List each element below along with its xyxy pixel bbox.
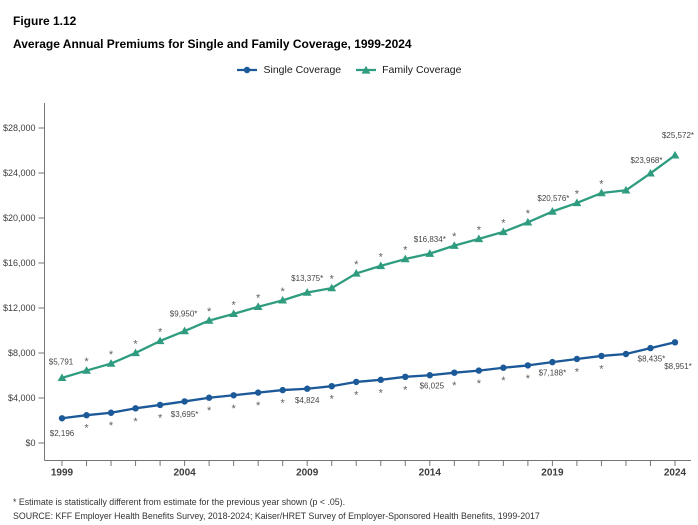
svg-text:*: *: [158, 412, 163, 424]
svg-text:*: *: [354, 389, 359, 401]
svg-text:2004: 2004: [173, 468, 196, 479]
svg-text:$5,791: $5,791: [49, 357, 74, 366]
svg-text:$8,000: $8,000: [8, 348, 36, 358]
svg-text:$24,000: $24,000: [3, 168, 36, 178]
svg-text:$28,000: $28,000: [3, 123, 36, 133]
svg-text:2014: 2014: [419, 468, 442, 479]
svg-text:$13,375*: $13,375*: [291, 274, 323, 283]
svg-text:*: *: [84, 423, 89, 435]
svg-text:*: *: [133, 338, 138, 350]
svg-text:*: *: [109, 420, 114, 432]
svg-text:$23,968*: $23,968*: [630, 156, 662, 165]
legend-label-single-coverage: Single Coverage: [263, 64, 342, 76]
axes: [44, 103, 691, 461]
svg-text:$3,695*: $3,695*: [171, 410, 199, 419]
svg-text:*: *: [281, 286, 286, 298]
svg-text:$2,196: $2,196: [50, 429, 75, 438]
svg-text:*: *: [207, 306, 212, 318]
svg-text:*: *: [599, 179, 604, 191]
svg-text:1999: 1999: [51, 468, 74, 479]
triangle-marker-icon: [356, 65, 377, 74]
svg-text:*: *: [354, 259, 359, 271]
svg-text:*: *: [477, 378, 482, 390]
svg-text:*: *: [575, 188, 580, 200]
legend-item-family-coverage: Family Coverage: [355, 64, 462, 76]
series-single-coverage: * * * * * * * * * * * * * * * * * * $2,196 $3,695* $4,824 $6,…: [50, 339, 692, 438]
footnote-source: SOURCE: KFF Employer Health Benefits Sur…: [13, 511, 540, 521]
svg-text:$4,000: $4,000: [8, 393, 36, 403]
x-axis: 1999 2004 2009 2014 2019 2024: [51, 460, 687, 479]
svg-text:$8,951*: $8,951*: [664, 362, 692, 371]
svg-text:2019: 2019: [541, 468, 564, 479]
svg-text:$8,435*: $8,435*: [638, 355, 666, 364]
svg-text:$16,834*: $16,834*: [414, 235, 446, 244]
svg-text:*: *: [133, 416, 138, 428]
svg-text:*: *: [330, 394, 335, 406]
svg-text:*: *: [281, 398, 286, 410]
svg-text:*: *: [501, 217, 506, 229]
svg-text:*: *: [477, 224, 482, 236]
svg-text:*: *: [599, 363, 604, 375]
svg-text:*: *: [109, 349, 114, 361]
svg-text:*: *: [256, 400, 261, 412]
svg-text:*: *: [207, 405, 212, 417]
svg-text:$0: $0: [25, 438, 35, 448]
svg-text:$25,572*: $25,572*: [662, 131, 694, 140]
svg-text:*: *: [231, 299, 236, 311]
svg-text:$4,824: $4,824: [295, 396, 320, 405]
svg-text:*: *: [452, 231, 457, 243]
y-axis: $0 $4,000 $8,000 $12,000 $16,000 $20,000 $24,0…: [3, 123, 45, 448]
svg-text:*: *: [84, 356, 89, 368]
svg-text:$20,000: $20,000: [3, 213, 36, 223]
svg-text:*: *: [403, 384, 408, 396]
svg-text:*: *: [501, 375, 506, 387]
svg-text:*: *: [379, 387, 384, 399]
series-family-coverage: * * * * * * * * * * * * * * * * * * $5,791 $9,950* $13,375* $…: [49, 131, 694, 382]
circle-marker-icon: [237, 66, 258, 74]
svg-text:$16,000: $16,000: [3, 258, 36, 268]
svg-text:*: *: [452, 380, 457, 392]
svg-text:*: *: [330, 274, 335, 286]
svg-text:*: *: [231, 403, 236, 415]
svg-text:*: *: [526, 373, 531, 385]
svg-text:*: *: [575, 366, 580, 378]
svg-text:*: *: [256, 292, 261, 304]
svg-text:*: *: [158, 326, 163, 338]
svg-text:*: *: [403, 245, 408, 257]
legend-label-family-coverage: Family Coverage: [382, 64, 462, 76]
svg-text:2009: 2009: [296, 468, 319, 479]
figure-number: Figure 1.12: [13, 14, 77, 28]
legend-item-single-coverage: Single Coverage: [236, 64, 341, 76]
svg-text:*: *: [526, 208, 531, 220]
svg-text:$7,188*: $7,188*: [539, 369, 567, 378]
footnote-significance: * Estimate is statistically different fr…: [13, 497, 346, 507]
svg-text:$6,025: $6,025: [420, 382, 445, 391]
legend: Single Coverage Family Coverage: [0, 64, 698, 76]
page-title: Average Annual Premiums for Single and F…: [13, 37, 412, 51]
svg-text:$9,950*: $9,950*: [170, 310, 198, 319]
svg-text:$12,000: $12,000: [3, 303, 36, 313]
svg-text:2024: 2024: [664, 468, 687, 479]
svg-text:*: *: [379, 251, 384, 263]
svg-text:$20,576*: $20,576*: [537, 194, 569, 203]
